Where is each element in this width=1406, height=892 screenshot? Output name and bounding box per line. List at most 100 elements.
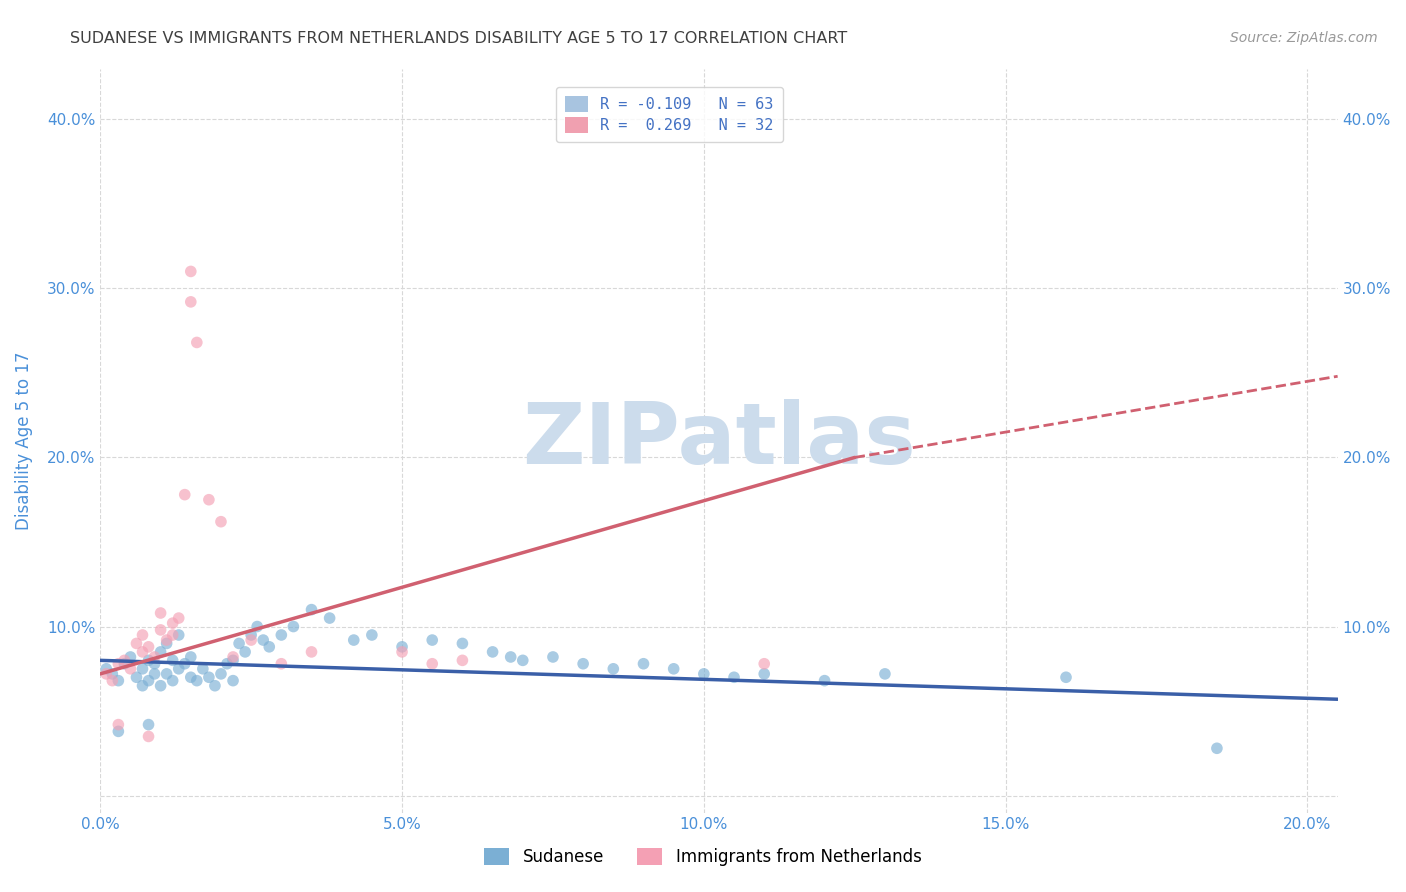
Legend: R = -0.109   N = 63, R =  0.269   N = 32: R = -0.109 N = 63, R = 0.269 N = 32 [555,87,783,142]
Point [101,673,124,688]
Point [173,657,195,671]
Point [180,650,202,665]
Point [180,294,202,309]
Point [391,645,413,659]
Point [125,636,148,650]
Y-axis label: Disability Age 5 to 17: Disability Age 5 to 17 [15,351,32,530]
Point [186,673,208,688]
Point [131,645,153,659]
Point [240,633,263,648]
Point [222,653,245,667]
Point [233,645,256,659]
Point [112,653,135,667]
Point [138,673,160,688]
Point [602,662,624,676]
Point [481,645,503,659]
Point [301,645,323,659]
Point [125,670,148,684]
Point [101,666,124,681]
Text: SUDANESE VS IMMIGRANTS FROM NETHERLANDS DISABILITY AGE 5 TO 17 CORRELATION CHART: SUDANESE VS IMMIGRANTS FROM NETHERLANDS … [70,31,848,46]
Point [662,662,685,676]
Point [360,628,382,642]
Point [240,628,263,642]
Point [96,662,118,676]
Point [191,662,214,676]
Point [198,670,221,684]
Text: ZIPatlas: ZIPatlas [522,399,915,482]
Point [420,633,443,648]
Point [167,611,190,625]
Point [572,657,595,671]
Point [162,616,184,631]
Point [633,657,655,671]
Point [215,657,238,671]
Point [156,633,179,648]
Point [120,650,142,665]
Point [149,645,172,659]
Point [149,679,172,693]
Point [204,679,226,693]
Point [107,724,129,739]
Point [131,662,153,676]
Point [107,673,129,688]
Point [420,657,443,671]
Point [156,636,179,650]
Point [270,628,292,642]
Point [343,633,366,648]
Point [1054,670,1077,684]
Point [723,670,745,684]
Point [167,628,190,642]
Legend: Sudanese, Immigrants from Netherlands: Sudanese, Immigrants from Netherlands [477,840,929,875]
Point [222,650,245,665]
Point [499,650,522,665]
Point [754,666,776,681]
Point [162,653,184,667]
Point [156,666,179,681]
Point [120,662,142,676]
Point [270,657,292,671]
Point [149,606,172,620]
Point [138,730,160,744]
Point [209,515,232,529]
Point [143,666,166,681]
Point [107,717,129,731]
Point [451,653,474,667]
Point [228,636,250,650]
Point [246,619,269,633]
Point [167,662,190,676]
Point [873,666,896,681]
Point [131,628,153,642]
Point [173,488,195,502]
Point [754,657,776,671]
Point [512,653,534,667]
Point [391,640,413,654]
Point [107,657,129,671]
Point [149,623,172,637]
Point [318,611,340,625]
Point [138,640,160,654]
Text: Source: ZipAtlas.com: Source: ZipAtlas.com [1230,31,1378,45]
Point [143,657,166,671]
Point [143,650,166,665]
Point [1206,741,1229,756]
Point [96,666,118,681]
Point [259,640,281,654]
Point [180,670,202,684]
Point [693,666,716,681]
Point [138,653,160,667]
Point [198,492,221,507]
Point [283,619,305,633]
Point [451,636,474,650]
Point [138,717,160,731]
Point [252,633,274,648]
Point [162,628,184,642]
Point [222,673,245,688]
Point [541,650,564,665]
Point [131,679,153,693]
Point [162,673,184,688]
Point [112,657,135,671]
Point [186,335,208,350]
Point [209,666,232,681]
Point [813,673,835,688]
Point [180,264,202,278]
